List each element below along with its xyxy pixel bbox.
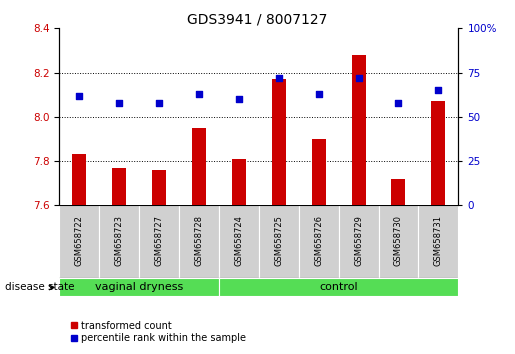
Text: GSM658727: GSM658727: [154, 215, 163, 266]
Bar: [179, 205, 219, 278]
Text: GSM658724: GSM658724: [234, 215, 243, 266]
Point: [315, 91, 323, 97]
Point: [354, 75, 363, 81]
Bar: [219, 205, 259, 278]
Bar: [432, 101, 445, 205]
Bar: [391, 179, 405, 205]
Bar: [339, 205, 379, 278]
Bar: [59, 278, 219, 296]
Text: control: control: [319, 282, 358, 292]
Point: [274, 75, 283, 81]
Text: GSM658725: GSM658725: [274, 215, 283, 266]
Bar: [272, 79, 286, 205]
Point: [155, 100, 163, 105]
Point: [195, 91, 203, 97]
Bar: [259, 205, 299, 278]
Text: GSM658723: GSM658723: [115, 215, 124, 266]
Bar: [139, 205, 179, 278]
Bar: [232, 159, 246, 205]
Bar: [379, 205, 418, 278]
Bar: [312, 139, 325, 205]
Point: [115, 100, 123, 105]
Point: [235, 96, 243, 102]
Bar: [72, 154, 86, 205]
Bar: [99, 205, 139, 278]
Point: [75, 93, 83, 98]
Text: GSM658731: GSM658731: [434, 215, 443, 266]
Bar: [59, 205, 99, 278]
Text: disease state: disease state: [5, 282, 75, 292]
Text: GSM658730: GSM658730: [394, 215, 403, 266]
Bar: [152, 170, 166, 205]
Text: GSM658726: GSM658726: [314, 215, 323, 266]
Bar: [219, 278, 458, 296]
Text: GSM658722: GSM658722: [75, 215, 83, 266]
Bar: [418, 205, 458, 278]
Text: vaginal dryness: vaginal dryness: [95, 282, 183, 292]
Text: GDS3941 / 8007127: GDS3941 / 8007127: [187, 12, 328, 27]
Bar: [112, 168, 126, 205]
Legend: transformed count, percentile rank within the sample: transformed count, percentile rank withi…: [66, 317, 250, 347]
Text: GSM658728: GSM658728: [195, 215, 203, 266]
Text: GSM658729: GSM658729: [354, 215, 363, 266]
Bar: [192, 128, 206, 205]
Point: [394, 100, 403, 105]
Point: [434, 87, 442, 93]
Bar: [299, 205, 339, 278]
Bar: [352, 55, 366, 205]
